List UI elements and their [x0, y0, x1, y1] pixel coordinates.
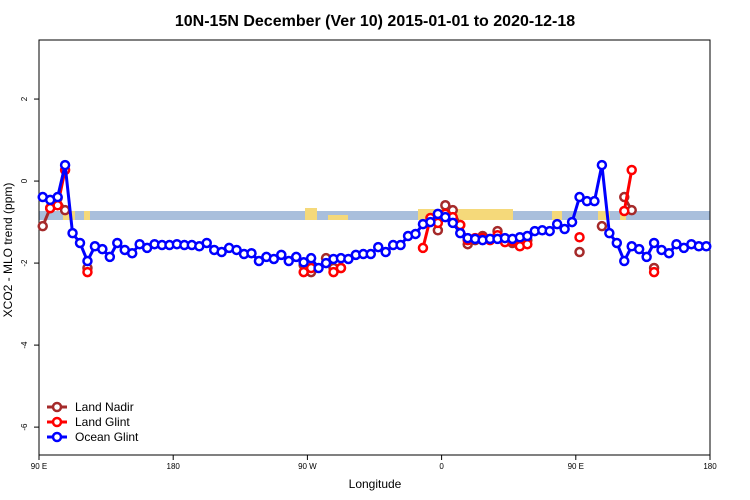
data-point — [305, 252, 317, 264]
data-point — [365, 248, 377, 260]
legend-marker — [51, 431, 63, 443]
data-point — [112, 237, 123, 249]
data-point — [395, 239, 406, 251]
data-point — [298, 266, 309, 278]
data-point — [454, 227, 466, 239]
data-point — [298, 257, 309, 268]
data-point — [574, 191, 585, 203]
data-point — [328, 266, 339, 278]
data-point — [246, 247, 257, 259]
data-point — [425, 216, 436, 228]
legend-label: Ocean Glint — [75, 430, 139, 444]
x-tick-label: 90 W — [298, 462, 317, 471]
legend-marker — [51, 401, 63, 413]
data-point — [335, 262, 347, 274]
data-point — [544, 225, 555, 237]
x-tick-label: 0 — [439, 462, 444, 471]
data-point — [648, 237, 660, 249]
data-point — [37, 220, 48, 232]
data-point — [283, 255, 295, 267]
data-point — [522, 238, 533, 250]
legend-label: Land Nadir — [75, 400, 134, 414]
x-tick-label: 90 E — [31, 462, 47, 471]
data-point — [231, 244, 242, 256]
data-point — [52, 200, 63, 211]
map-band — [39, 211, 710, 220]
data-point — [596, 159, 608, 171]
data-point — [574, 246, 585, 258]
data-point — [574, 231, 585, 243]
data-point — [97, 243, 108, 255]
data-point — [701, 241, 712, 252]
series — [37, 159, 712, 274]
data-point — [596, 220, 608, 232]
data-point — [559, 223, 570, 235]
data-point — [104, 251, 116, 263]
data-point — [619, 205, 630, 217]
data-point — [604, 227, 615, 239]
data-point — [343, 253, 354, 265]
data-point — [276, 249, 287, 261]
data-point — [410, 228, 421, 240]
data-point — [417, 242, 429, 254]
legend-item: Land Nadir — [47, 400, 134, 414]
data-point — [290, 251, 302, 263]
data-point — [619, 191, 630, 203]
data-point — [447, 217, 459, 229]
data-point — [52, 191, 63, 203]
chart-title: 10N-15N December (Ver 10) 2015-01-01 to … — [175, 13, 575, 30]
legend-item: Land Glint — [47, 415, 130, 429]
x-axis-label: Longitude — [349, 477, 402, 491]
data-point — [589, 195, 600, 207]
data-point — [67, 227, 78, 239]
x-tick-label: 90 E — [568, 462, 584, 471]
data-point — [268, 253, 280, 265]
data-point — [440, 211, 451, 223]
y-tick-label: 2 — [20, 96, 29, 101]
data-point — [641, 251, 652, 263]
data-point — [380, 246, 391, 258]
y-tick-label: 0 — [20, 178, 29, 183]
data-point — [216, 246, 227, 258]
data-point — [59, 159, 71, 171]
y-tick-label: -6 — [20, 423, 29, 431]
data-point — [566, 216, 578, 228]
data-point — [633, 243, 645, 255]
data-point — [611, 237, 623, 249]
data-point — [82, 266, 93, 278]
x-tick-label: 180 — [703, 462, 717, 471]
data-point — [313, 262, 324, 274]
y-axis-label: XCO2 - MLO trend (ppm) — [1, 183, 15, 318]
data-point — [663, 247, 675, 259]
data-point — [551, 218, 563, 230]
x-tick-label: 180 — [167, 462, 181, 471]
data-point — [126, 247, 138, 259]
data-point — [253, 255, 265, 267]
legend-label: Land Glint — [75, 415, 130, 429]
y-tick-label: -4 — [20, 341, 29, 349]
data-point — [626, 164, 637, 176]
legend-item: Ocean Glint — [47, 430, 139, 444]
data-point — [74, 237, 86, 249]
data-point — [372, 241, 384, 253]
data-point — [648, 266, 660, 278]
data-point — [82, 255, 93, 267]
data-point — [522, 230, 533, 242]
data-point — [619, 255, 630, 267]
data-point — [320, 257, 332, 269]
y-tick-label: -2 — [20, 259, 29, 267]
legend-marker — [51, 416, 63, 428]
data-point — [201, 237, 212, 249]
